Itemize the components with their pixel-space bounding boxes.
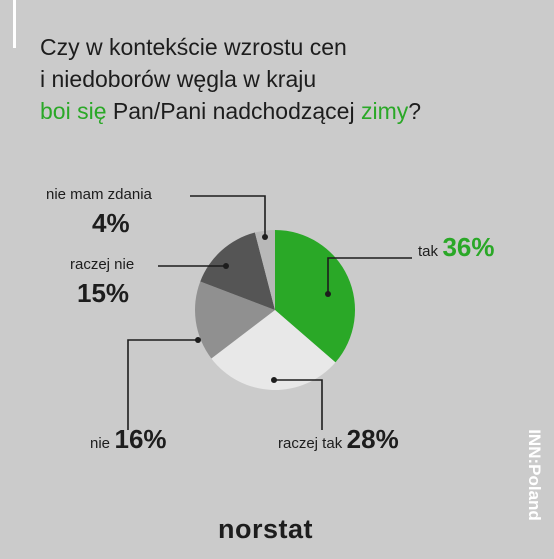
pie-slice-raczej-nie <box>200 232 275 310</box>
leader-line-nie-mam-zdania <box>190 195 266 237</box>
leader-dot-raczej-tak <box>271 377 277 383</box>
slice-name-tak: tak <box>418 243 439 260</box>
leader-line-raczej-tak <box>274 379 323 430</box>
side-logo-text: INN:Poland <box>525 429 544 521</box>
pie-slice-nie-mam-zdania <box>254 230 275 310</box>
slice-value-raczej-tak: 28% <box>346 424 399 454</box>
leader-dot-raczej-nie <box>223 263 229 269</box>
label-nie-mam-zdania: nie mam zdania <box>46 186 152 204</box>
label-raczej-nie: raczej nie <box>70 256 134 274</box>
slice-name-nie-mam-zdania: nie mam zdania <box>46 186 152 203</box>
side-logo: INN:Poland <box>524 410 544 540</box>
pie-slice-tak <box>275 229 356 363</box>
accent-bar <box>13 0 16 48</box>
pct-nie-mam-zdania: 4% <box>92 208 130 239</box>
leader-line-nie <box>127 339 198 430</box>
label-nie: nie 16% <box>90 424 167 455</box>
leader-dot-nie <box>195 337 201 343</box>
slice-value-nie-mam-zdania: 4% <box>92 208 130 238</box>
pie-slice-nie <box>195 281 275 359</box>
slice-name-raczej-nie: raczej nie <box>70 256 135 273</box>
pct-raczej-nie: 15% <box>77 278 129 309</box>
slice-value-nie: 16% <box>114 424 167 454</box>
leader-dot-nie-mam-zdania <box>262 234 268 240</box>
title-line-3: boi się Pan/Pani nadchodzącej zimy? <box>40 95 520 127</box>
title-line-2: i niedoborów węgla w kraju <box>40 66 317 92</box>
slice-value-tak: 36% <box>442 232 495 262</box>
brand-logo-norstat: norstat <box>218 514 314 544</box>
title-end: ? <box>408 98 422 124</box>
label-tak: tak 36% <box>418 232 495 263</box>
title-highlight-2: zimy <box>360 98 409 124</box>
chart-title: Czy w kontekście wzrostu cen i niedoboró… <box>40 31 520 127</box>
title-highlight-1: boi się <box>40 98 107 124</box>
slice-value-raczej-nie: 15% <box>77 278 130 308</box>
title-mid: Pan/Pani nadchodzącej <box>106 98 361 124</box>
leader-line-tak <box>327 257 412 294</box>
label-raczej-tak: raczej tak 28% <box>278 424 399 455</box>
leader-dot-tak <box>325 291 331 297</box>
title-line-1: Czy w kontekście wzrostu cen <box>40 34 347 60</box>
slice-name-nie: nie <box>90 435 111 452</box>
slice-name-raczej-tak: raczej tak <box>278 435 343 452</box>
pie-slice-raczej-tak <box>211 310 336 391</box>
